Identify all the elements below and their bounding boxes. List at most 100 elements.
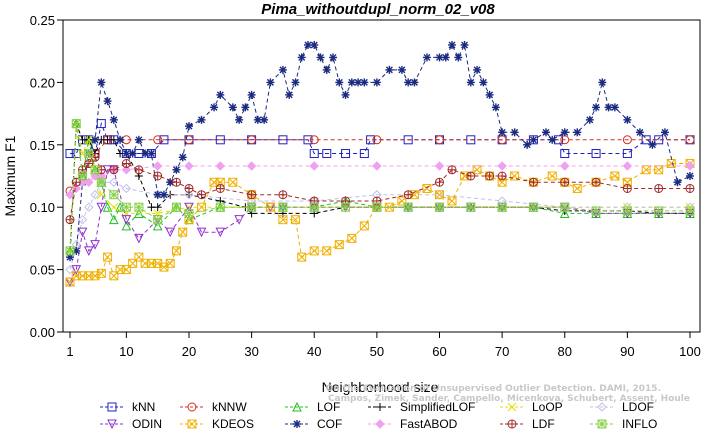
data-point-kdeos bbox=[472, 165, 482, 175]
data-point-kdeos bbox=[447, 196, 457, 206]
data-point-cof bbox=[153, 190, 162, 199]
data-point-knnw bbox=[153, 135, 163, 145]
data-point-inflo bbox=[121, 202, 131, 212]
data-point-cof bbox=[510, 128, 519, 137]
x-tick-label: 70 bbox=[495, 344, 509, 359]
data-point-fastabod bbox=[372, 161, 382, 171]
data-point-ldof bbox=[121, 183, 132, 194]
data-point-cof bbox=[347, 78, 356, 87]
x-tick-label: 90 bbox=[620, 344, 634, 359]
legend-marker bbox=[597, 402, 607, 412]
data-point-knn bbox=[278, 135, 288, 145]
legend-marker bbox=[597, 419, 607, 429]
data-point-cof bbox=[660, 128, 669, 137]
legend-item-cof: COF bbox=[285, 417, 342, 431]
data-point-cof bbox=[329, 53, 338, 62]
data-point-cof bbox=[385, 65, 394, 74]
data-point-loop bbox=[109, 202, 119, 212]
legend-item-ldof: LDOF bbox=[590, 400, 654, 414]
legend-item-lof: LOF bbox=[285, 400, 340, 414]
data-point-lof bbox=[559, 208, 570, 218]
legend-item-odin: ODIN bbox=[100, 417, 162, 431]
data-point-knn bbox=[341, 149, 351, 159]
x-tick-label: 50 bbox=[370, 344, 384, 359]
data-point-cof bbox=[241, 103, 250, 112]
data-point-odin bbox=[196, 227, 207, 238]
data-point-inflo bbox=[84, 149, 94, 159]
data-point-cof bbox=[498, 128, 507, 137]
data-point-knnw bbox=[184, 135, 194, 145]
legend-item-simplifiedlof: SimplifiedLOF bbox=[368, 400, 475, 414]
data-point-cof bbox=[134, 135, 143, 144]
data-point-cof bbox=[278, 65, 287, 74]
data-point-ldf bbox=[622, 183, 632, 193]
data-point-ldf bbox=[560, 177, 570, 187]
data-point-ldf bbox=[434, 177, 444, 187]
data-point-cof bbox=[422, 53, 431, 62]
data-point-cof bbox=[360, 78, 369, 87]
data-point-knnw bbox=[622, 135, 632, 145]
data-point-kdeos bbox=[297, 252, 307, 262]
data-point-cof bbox=[648, 140, 657, 149]
data-point-loop bbox=[84, 135, 94, 145]
data-point-ldf bbox=[171, 177, 181, 187]
data-point-cof bbox=[341, 90, 350, 99]
data-point-knn bbox=[359, 149, 369, 159]
x-tick-label: 30 bbox=[244, 344, 258, 359]
data-point-knn bbox=[322, 149, 332, 159]
data-point-lof bbox=[109, 214, 119, 225]
data-point-knn bbox=[622, 149, 632, 159]
data-point-inflo bbox=[96, 177, 106, 187]
data-point-odin bbox=[234, 215, 244, 225]
data-point-cof bbox=[109, 115, 118, 124]
data-point-cof bbox=[172, 165, 181, 174]
data-point-cof bbox=[235, 115, 244, 124]
legend-marker bbox=[187, 402, 197, 412]
data-point-odin bbox=[77, 227, 88, 238]
data-point-cof bbox=[116, 135, 125, 144]
chart-title: Pima_withoutdupl_norm_02_v08 bbox=[261, 1, 495, 18]
data-point-lof bbox=[152, 220, 163, 231]
data-point-inflo bbox=[341, 202, 351, 212]
data-point-cof bbox=[598, 78, 607, 87]
data-point-ldf bbox=[65, 215, 75, 225]
legend-label: LDF bbox=[532, 417, 555, 431]
legend-label: LDOF bbox=[622, 400, 654, 414]
data-point-knn bbox=[96, 119, 106, 129]
data-point-cof bbox=[541, 128, 550, 137]
y-tick-label: 0.10 bbox=[30, 200, 55, 215]
data-point-inflo bbox=[109, 190, 119, 200]
data-point-cof bbox=[159, 190, 168, 199]
data-point-cof bbox=[247, 90, 256, 99]
data-point-fastabod bbox=[309, 161, 319, 171]
data-point-ldf bbox=[591, 177, 601, 187]
data-point-lof bbox=[102, 202, 113, 212]
legend-marker bbox=[507, 402, 517, 412]
data-point-cof bbox=[485, 90, 494, 99]
legend-label: LOF bbox=[317, 400, 340, 414]
legend-marker bbox=[375, 419, 385, 429]
data-point-fastabod bbox=[434, 161, 445, 171]
data-point-cof bbox=[560, 128, 569, 137]
series-line-knn bbox=[70, 121, 690, 156]
data-point-cof bbox=[216, 90, 225, 99]
data-point-ldf bbox=[466, 171, 476, 181]
data-point-cof bbox=[635, 128, 644, 137]
data-point-lof bbox=[121, 220, 132, 231]
data-point-inflo bbox=[591, 206, 601, 216]
data-point-ldf bbox=[247, 190, 257, 200]
legend-marker bbox=[507, 419, 517, 429]
data-point-cof bbox=[285, 90, 294, 99]
x-tick-label: 20 bbox=[182, 344, 196, 359]
legend-label: FastABOD bbox=[400, 417, 458, 431]
data-point-inflo bbox=[654, 206, 664, 216]
data-point-odin bbox=[134, 233, 144, 244]
data-point-kdeos bbox=[547, 171, 557, 181]
data-point-fastabod bbox=[121, 165, 132, 175]
series-line-cof bbox=[69, 43, 691, 258]
series-layer bbox=[65, 40, 695, 288]
legend-marker bbox=[292, 401, 302, 412]
data-point-cof bbox=[623, 115, 632, 124]
data-point-cof bbox=[479, 78, 488, 87]
data-point-ldf bbox=[134, 165, 144, 175]
